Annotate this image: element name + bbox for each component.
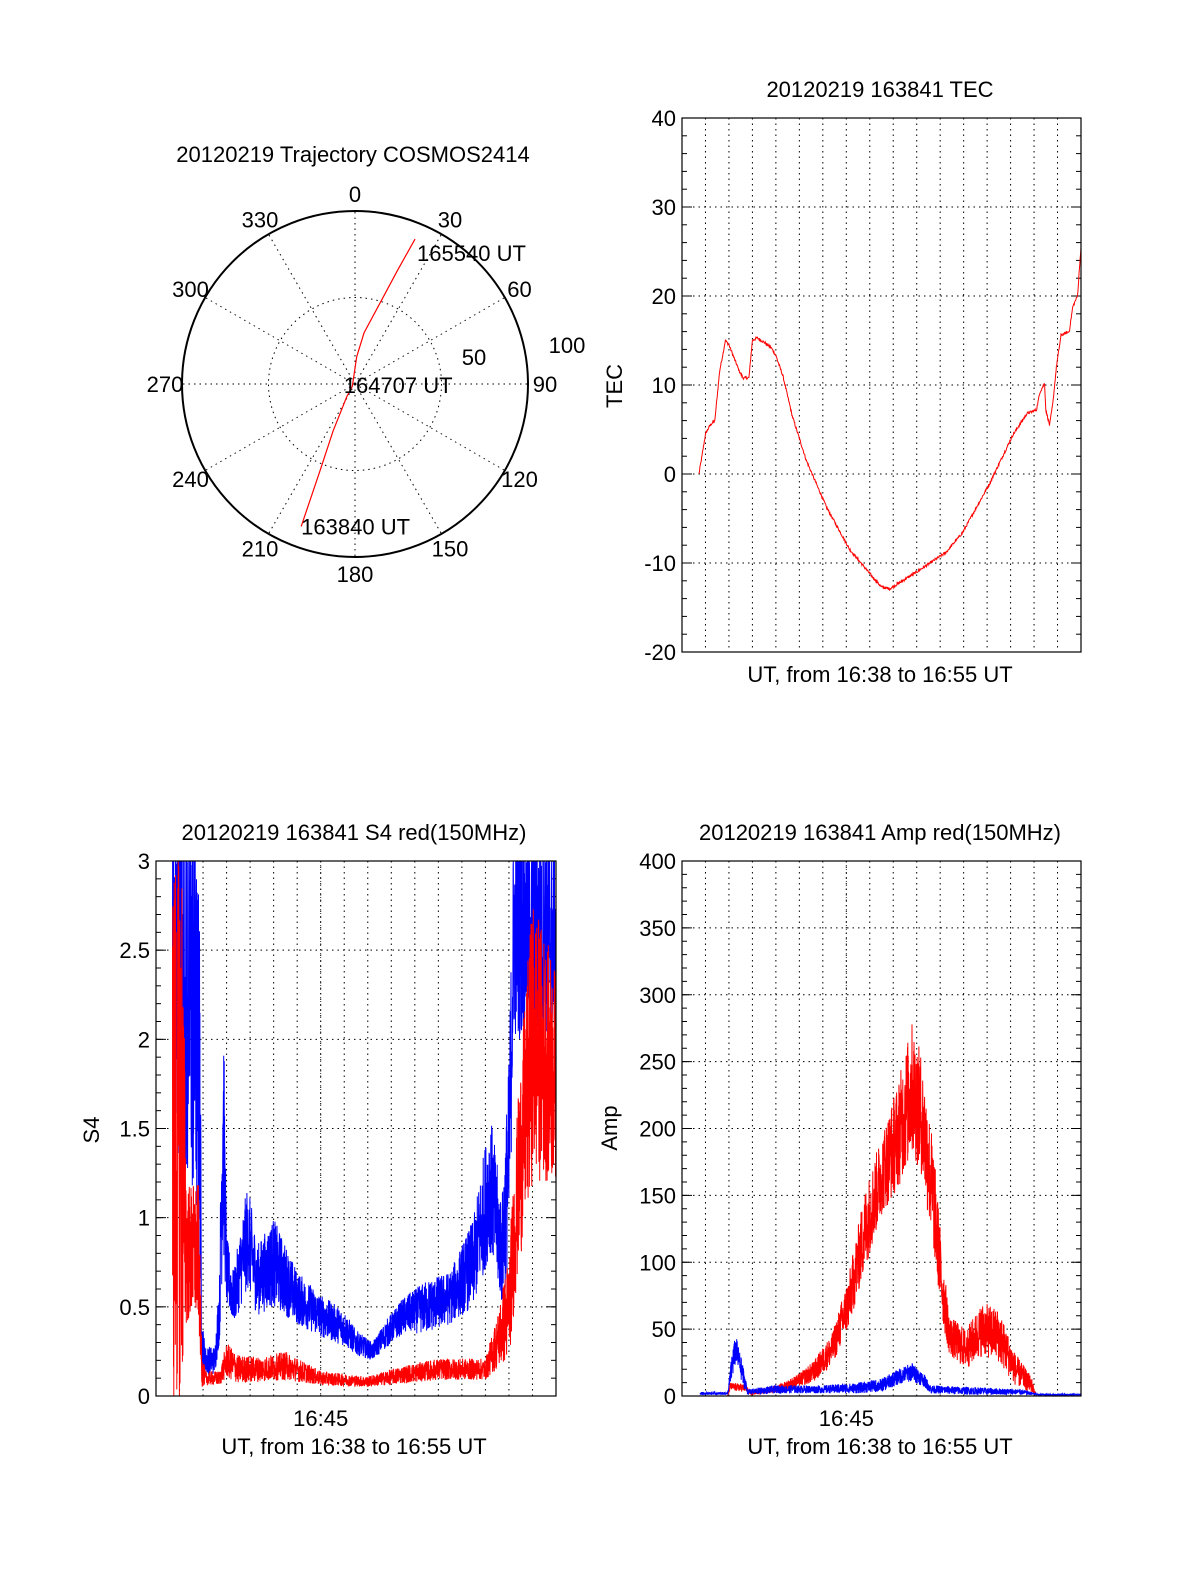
trajectory-line — [300, 238, 416, 527]
s4-plot: 20120219 163841 S4 red(150MHz) UT, from … — [79, 820, 557, 1459]
polar-radial-label: 100 — [549, 333, 586, 358]
s4-ylabel: S4 — [79, 1117, 104, 1144]
polar-azimuth-label: 180 — [337, 562, 374, 587]
polar-azimuth-label: 0 — [349, 182, 361, 207]
y-tick-label: 0.5 — [119, 1295, 150, 1320]
polar-radial-gridline — [354, 383, 442, 535]
y-tick-label: 2.5 — [119, 938, 150, 963]
polar-azimuth-label: 90 — [533, 372, 557, 397]
plot-frame — [681, 117, 1082, 653]
y-tick-label: 50 — [652, 1317, 676, 1342]
polar-azimuth-label: 150 — [432, 537, 469, 562]
amp-ylabel: Amp — [597, 1105, 622, 1150]
x-tick-label: 16:45 — [819, 1406, 874, 1431]
trajectory-polar-plot: 20120219 Trajectory COSMOS2414 0 30 60 90 12… — [147, 142, 586, 587]
y-tick-label: 3 — [138, 849, 150, 874]
data-series-line — [172, 860, 557, 1375]
polar-azimuth-label: 60 — [507, 277, 531, 302]
polar-radial-gridline — [268, 233, 356, 385]
polar-radial-gridline — [204, 383, 356, 471]
polar-radial-label: 50 — [462, 345, 486, 370]
y-tick-label: 1 — [138, 1206, 150, 1231]
x-tick-label: 16:45 — [293, 1406, 348, 1431]
plot-frame — [155, 860, 557, 1397]
y-tick-label: 1.5 — [119, 1117, 150, 1142]
y-tick-label: 200 — [639, 1117, 676, 1142]
y-tick-label: 10 — [652, 373, 676, 398]
tec-plot: 20120219 163841 TEC UT, from 16:38 to 16… — [602, 77, 1082, 687]
polar-radial-gridline — [354, 297, 506, 385]
s4-xlabel: UT, from 16:38 to 16:55 UT — [221, 1434, 486, 1459]
amp-xlabel: UT, from 16:38 to 16:55 UT — [747, 1434, 1012, 1459]
y-tick-label: -20 — [644, 640, 676, 665]
tec-xlabel: UT, from 16:38 to 16:55 UT — [747, 662, 1012, 687]
polar-azimuth-label: 210 — [242, 537, 279, 562]
y-tick-label: 400 — [639, 849, 676, 874]
polar-radial-gridline — [268, 383, 356, 535]
y-tick-label: 0 — [664, 1384, 676, 1409]
tec-ylabel: TEC — [602, 364, 627, 408]
polar-radial-gridline — [354, 383, 506, 471]
y-tick-label: 40 — [652, 106, 676, 131]
data-series-line — [699, 1339, 1082, 1398]
y-tick-label: 20 — [652, 284, 676, 309]
y-tick-label: 30 — [652, 195, 676, 220]
polar-azimuth-label: 120 — [501, 467, 538, 492]
polar-azimuth-label: 330 — [242, 207, 279, 232]
trajectory-time-label: 163840 UT — [301, 514, 410, 539]
polar-azimuth-label: 270 — [147, 372, 184, 397]
polar-title: 20120219 Trajectory COSMOS2414 — [176, 142, 529, 167]
polar-inner-circle — [268, 297, 442, 471]
y-tick-label: 0 — [138, 1384, 150, 1409]
data-series-line — [172, 860, 557, 1397]
trajectory-time-label: 165540 UT — [417, 241, 526, 266]
data-series-line — [698, 247, 1082, 592]
polar-radial-gridline — [354, 233, 442, 385]
plot-frame — [681, 860, 1082, 1397]
trajectory-time-label: 164707 UT — [344, 373, 453, 398]
amp-plot: 20120219 163841 Amp red(150MHz) UT, from… — [597, 820, 1082, 1459]
polar-azimuth-label: 30 — [438, 207, 462, 232]
y-tick-label: 0 — [664, 462, 676, 487]
s4-title: 20120219 163841 S4 red(150MHz) — [182, 820, 527, 845]
polar-radial-gridline — [204, 297, 356, 385]
y-tick-label: 250 — [639, 1050, 676, 1075]
polar-azimuth-label: 300 — [172, 277, 209, 302]
y-tick-label: 2 — [138, 1027, 150, 1052]
y-tick-label: 100 — [639, 1250, 676, 1275]
polar-azimuth-label: 240 — [172, 467, 209, 492]
y-tick-label: 350 — [639, 916, 676, 941]
amp-title: 20120219 163841 Amp red(150MHz) — [699, 820, 1061, 845]
y-tick-label: -10 — [644, 551, 676, 576]
polar-outer-circle — [181, 210, 529, 558]
y-tick-label: 150 — [639, 1183, 676, 1208]
y-tick-label: 300 — [639, 983, 676, 1008]
tec-title: 20120219 163841 TEC — [766, 77, 993, 102]
